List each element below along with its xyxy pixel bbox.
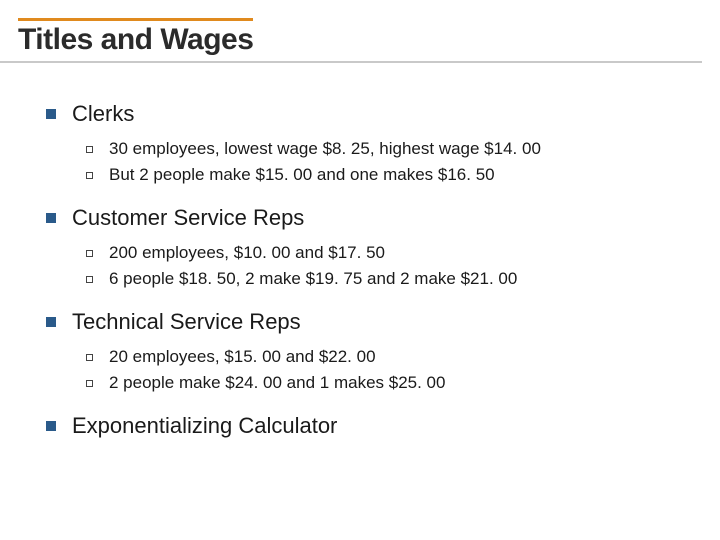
section-heading: Exponentializing Calculator [72,413,337,439]
section-heading: Technical Service Reps [72,309,301,335]
list-subitem: But 2 people make $15. 00 and one makes … [86,165,700,185]
section-csr: Customer Service Reps 200 employees, $10… [46,205,700,289]
hollow-square-bullet-icon [86,380,93,387]
section-tsr: Technical Service Reps 20 employees, $15… [46,309,700,393]
section-heading: Customer Service Reps [72,205,304,231]
list-item: Clerks [46,101,700,127]
subitem-text: 6 people $18. 50, 2 make $19. 75 and 2 m… [109,269,517,289]
list-item: Exponentializing Calculator [46,413,700,439]
hollow-square-bullet-icon [86,354,93,361]
subitem-text: 30 employees, lowest wage $8. 25, highes… [109,139,541,159]
list-subitem: 6 people $18. 50, 2 make $19. 75 and 2 m… [86,269,700,289]
slide-title: Titles and Wages [18,23,253,57]
section-clerks: Clerks 30 employees, lowest wage $8. 25,… [46,101,700,185]
list-item: Customer Service Reps [46,205,700,231]
square-bullet-icon [46,421,56,431]
list-subitem: 20 employees, $15. 00 and $22. 00 [86,347,700,367]
title-accent: Titles and Wages [18,18,253,57]
subitem-text: 20 employees, $15. 00 and $22. 00 [109,347,376,367]
hollow-square-bullet-icon [86,250,93,257]
hollow-square-bullet-icon [86,146,93,153]
section-heading: Clerks [72,101,134,127]
hollow-square-bullet-icon [86,172,93,179]
section-calculator: Exponentializing Calculator [46,413,700,439]
subitem-text: 200 employees, $10. 00 and $17. 50 [109,243,385,263]
subitem-text: 2 people make $24. 00 and 1 makes $25. 0… [109,373,445,393]
square-bullet-icon [46,109,56,119]
square-bullet-icon [46,213,56,223]
square-bullet-icon [46,317,56,327]
subitem-text: But 2 people make $15. 00 and one makes … [109,165,495,185]
title-bar: Titles and Wages [0,0,702,63]
list-subitem: 2 people make $24. 00 and 1 makes $25. 0… [86,373,700,393]
hollow-square-bullet-icon [86,276,93,283]
list-item: Technical Service Reps [46,309,700,335]
list-subitem: 30 employees, lowest wage $8. 25, highes… [86,139,700,159]
list-subitem: 200 employees, $10. 00 and $17. 50 [86,243,700,263]
slide-content: Clerks 30 employees, lowest wage $8. 25,… [0,63,720,439]
